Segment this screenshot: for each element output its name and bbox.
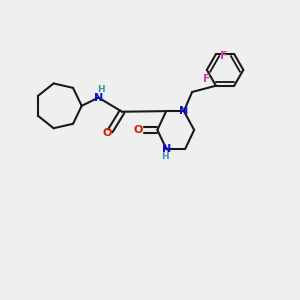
Text: O: O	[102, 128, 111, 138]
Text: F: F	[203, 74, 211, 84]
Text: O: O	[134, 125, 143, 135]
Text: H: H	[97, 85, 105, 94]
Text: F: F	[220, 51, 228, 61]
Text: N: N	[179, 106, 188, 116]
Text: H: H	[161, 152, 169, 161]
Text: N: N	[162, 143, 171, 154]
Text: N: N	[94, 93, 103, 103]
